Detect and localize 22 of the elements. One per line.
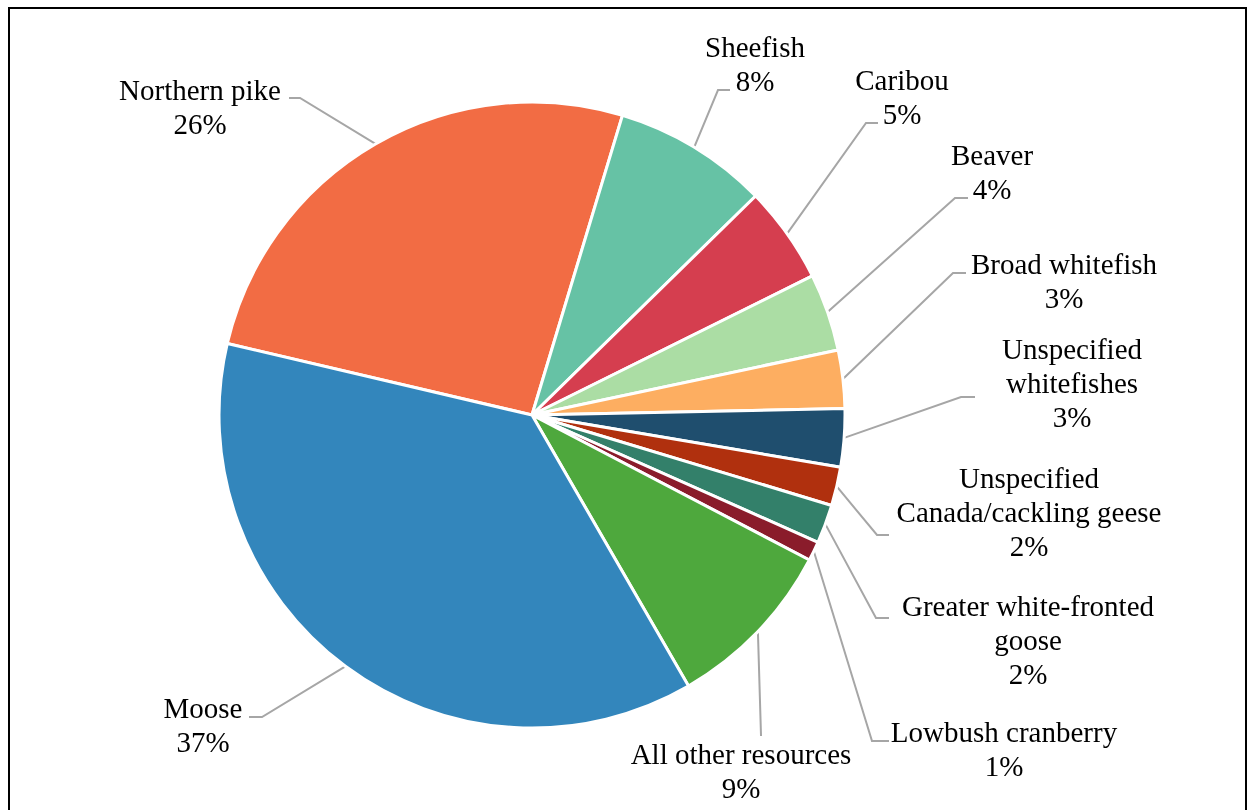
data-label: 1% [984,750,1024,782]
slice-label: Sheefish [705,31,806,63]
data-label: 26% [173,108,227,140]
data-label: 2% [1008,658,1048,690]
data-label: 9% [721,772,761,804]
slice-label: Lowbush cranberry [890,716,1118,748]
data-label: 8% [735,65,775,97]
slice-label: Northern pike [119,74,281,106]
slice-label: Caribou [855,64,949,96]
data-label: 2% [1009,530,1049,562]
slice-label: Broad whitefish [970,248,1158,280]
data-label: 3% [1052,401,1092,433]
data-label: 3% [1044,282,1084,314]
slice-label: All other resources [630,738,852,770]
slice-label: Moose [163,692,243,724]
slice-label: Greater white-fronted goose [901,590,1155,656]
slice-label: Unspecified Canada/cackling geese [896,462,1162,528]
slice-label: Beaver [950,139,1034,171]
data-label: 4% [972,173,1012,205]
data-label: 5% [882,98,922,130]
data-label: 37% [176,726,230,758]
slice-label: Unspecified whitefishes [1001,333,1143,399]
